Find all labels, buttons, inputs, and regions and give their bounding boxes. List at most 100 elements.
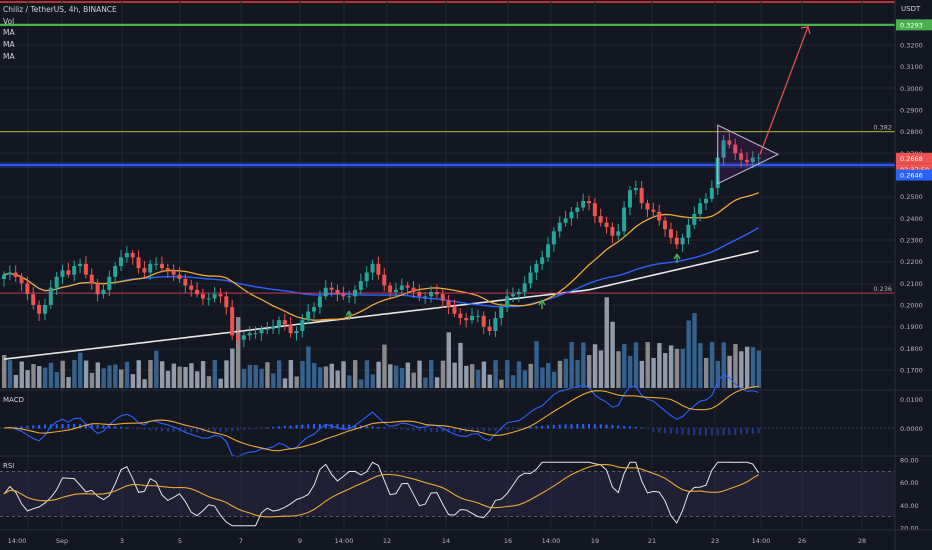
volume-bar bbox=[247, 364, 253, 388]
candle-body bbox=[499, 307, 504, 318]
volume-bar bbox=[335, 370, 340, 388]
volume-bar bbox=[323, 366, 329, 388]
macd-histogram-bar bbox=[213, 428, 216, 433]
target-price-tag: 0.3293 bbox=[900, 21, 923, 29]
macd-histogram-bar bbox=[73, 424, 76, 429]
candle-body bbox=[119, 257, 123, 266]
candle-body bbox=[200, 294, 205, 299]
volume-bar bbox=[382, 344, 387, 388]
candle-body bbox=[271, 326, 276, 329]
macd-histogram-bar bbox=[471, 428, 473, 433]
macd-histogram-bar bbox=[120, 426, 122, 429]
macd-histogram-bar bbox=[664, 428, 667, 434]
macd-histogram-bar bbox=[237, 428, 239, 431]
volume-bar bbox=[423, 377, 428, 388]
macd-histogram-bar bbox=[582, 424, 585, 429]
time-tick-label: 14 bbox=[442, 537, 450, 545]
price-tick-label: 0.1700 bbox=[900, 367, 923, 375]
volume-bar bbox=[388, 364, 393, 388]
macd-histogram-bar bbox=[740, 428, 743, 435]
candle-body bbox=[136, 257, 141, 269]
indicator-ma-1[interactable]: MA bbox=[3, 28, 15, 37]
candle-body bbox=[610, 227, 615, 236]
macd-histogram-bar bbox=[125, 427, 128, 429]
candle-body bbox=[516, 292, 521, 295]
macd-histogram-bar bbox=[435, 428, 438, 433]
macd-histogram-bar bbox=[348, 424, 351, 429]
volume-bar bbox=[709, 342, 715, 388]
candle-body bbox=[581, 201, 586, 208]
target-price-tag-bg bbox=[896, 19, 932, 31]
volume-bar bbox=[124, 361, 130, 388]
macd-histogram-bar bbox=[219, 428, 222, 432]
price-tick-label: 0.2800 bbox=[900, 128, 923, 136]
candle-body bbox=[259, 328, 264, 334]
macd-histogram-bar bbox=[506, 428, 509, 430]
macd-histogram-bar bbox=[564, 424, 567, 429]
volume-bar bbox=[581, 342, 586, 388]
volume-bar bbox=[2, 355, 7, 388]
macd-histogram-bar bbox=[196, 428, 199, 433]
volume-bar bbox=[704, 357, 709, 388]
volume-bar bbox=[674, 348, 680, 388]
volume-bar bbox=[522, 370, 528, 388]
volume-bar bbox=[645, 342, 650, 388]
current-price-tag-bg bbox=[896, 152, 932, 164]
volume-bar bbox=[66, 377, 71, 388]
candle-body bbox=[60, 270, 65, 277]
candle-body bbox=[627, 190, 632, 208]
volume-bar bbox=[42, 367, 48, 388]
macd-histogram-bar bbox=[400, 428, 403, 430]
volume-bar bbox=[739, 351, 744, 388]
candle-body bbox=[569, 211, 574, 219]
macd-histogram-bar bbox=[354, 424, 356, 429]
candle-body bbox=[440, 294, 445, 301]
main-pane bbox=[0, 0, 895, 388]
candle-body bbox=[739, 153, 744, 160]
macd-histogram-bar bbox=[307, 424, 310, 429]
macd-histogram-bar bbox=[90, 424, 93, 429]
volume-bar bbox=[475, 369, 481, 388]
volume-bar bbox=[434, 377, 440, 388]
candle-body bbox=[317, 296, 322, 308]
rsi-label[interactable]: RSI bbox=[3, 462, 15, 470]
volume-bar bbox=[516, 361, 522, 388]
macd-histogram-bar bbox=[301, 424, 304, 429]
volume-bar bbox=[569, 342, 574, 388]
macd-histogram-bar bbox=[617, 425, 620, 429]
candle-body bbox=[750, 157, 755, 162]
volume-bar bbox=[312, 363, 317, 388]
macd-histogram-bar bbox=[178, 428, 181, 433]
macd-histogram-bar bbox=[705, 428, 707, 436]
volume-bar bbox=[464, 365, 469, 388]
volume-bar bbox=[37, 366, 42, 388]
macd-histogram-bar bbox=[242, 428, 245, 431]
volume-bar bbox=[206, 376, 212, 388]
candle-body bbox=[674, 237, 679, 245]
volume-bar bbox=[627, 355, 633, 388]
candle-body bbox=[470, 315, 474, 321]
volume-bar bbox=[715, 360, 721, 388]
candle-body bbox=[107, 276, 112, 290]
macd-histogram-bar bbox=[108, 425, 111, 429]
indicator-ma-3[interactable]: MA bbox=[3, 52, 15, 61]
macd-histogram-bar bbox=[412, 428, 415, 431]
price-tick-label: 0.2900 bbox=[900, 107, 923, 115]
indicator-vol[interactable]: Vol bbox=[3, 17, 15, 26]
candle-body bbox=[505, 296, 510, 308]
indicator-ma-2[interactable]: MA bbox=[3, 40, 15, 49]
volume-bar bbox=[534, 341, 539, 388]
macd-label[interactable]: MACD bbox=[3, 396, 24, 404]
macd-histogram-bar bbox=[365, 425, 368, 429]
macd-histogram-bar bbox=[430, 428, 433, 432]
volume-bar bbox=[505, 360, 510, 388]
time-tick-label: 9 bbox=[298, 537, 302, 545]
volume-bar bbox=[405, 362, 411, 388]
fib-label: 0.236 bbox=[873, 285, 892, 293]
macd-histogram-bar bbox=[225, 428, 228, 432]
macd-histogram-bar bbox=[313, 424, 316, 429]
macd-histogram-bar bbox=[605, 424, 608, 429]
time-tick-label: 14:00 bbox=[335, 537, 354, 545]
candle-body bbox=[276, 320, 281, 327]
